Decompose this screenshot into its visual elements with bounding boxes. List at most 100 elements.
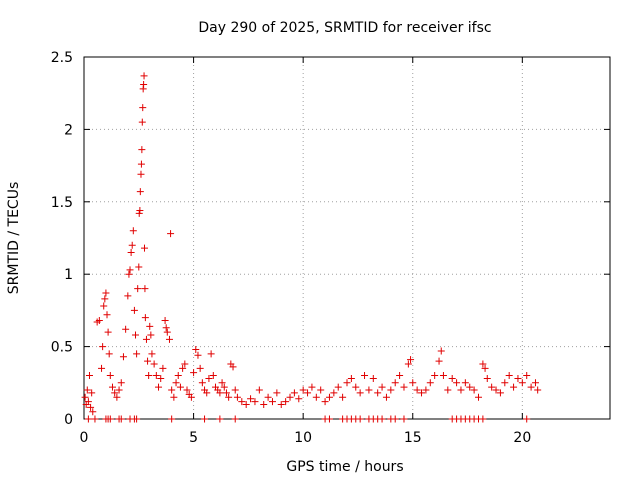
data-point: [369, 374, 377, 382]
data-point: [165, 335, 173, 343]
data-point: [141, 314, 149, 322]
data-point: [95, 317, 103, 325]
data-point: [321, 398, 329, 406]
data-point: [238, 398, 246, 406]
data-point: [132, 331, 140, 339]
data-point: [133, 350, 141, 358]
data-point: [81, 393, 89, 401]
data-point: [479, 415, 487, 423]
y-tick-label: 2.5: [51, 50, 73, 66]
data-point: [295, 395, 303, 403]
chart-title: Day 290 of 2025, SRMTID for receiver ifs…: [198, 20, 491, 36]
y-tick-label: 1: [64, 267, 73, 283]
data-point: [231, 386, 239, 394]
data-point: [317, 386, 325, 394]
data-point: [127, 248, 135, 256]
x-tick-label: 5: [189, 430, 198, 446]
data-point: [139, 104, 147, 112]
y-tick-label: 1.5: [51, 195, 73, 211]
data-point: [111, 389, 119, 397]
data-point: [125, 270, 133, 278]
data-point: [135, 209, 143, 217]
data-point: [140, 72, 148, 80]
data-point: [163, 328, 171, 336]
data-point: [325, 415, 333, 423]
data-point: [84, 398, 92, 406]
data-point: [89, 408, 97, 416]
data-point: [407, 356, 415, 364]
data-point: [229, 363, 237, 371]
data-point: [138, 118, 146, 126]
data-point: [168, 415, 176, 423]
data-point: [448, 374, 456, 382]
data-point: [378, 383, 386, 391]
data-point: [216, 389, 224, 397]
data-point: [356, 389, 364, 397]
data-point: [144, 357, 152, 365]
data-point: [222, 389, 230, 397]
data-point: [479, 360, 487, 368]
data-point: [141, 285, 149, 293]
data-point: [334, 383, 342, 391]
x-tick-label: 0: [80, 430, 89, 446]
data-point: [220, 383, 228, 391]
data-point: [172, 379, 180, 387]
data-point: [176, 383, 184, 391]
data-point: [286, 393, 294, 401]
data-point: [126, 266, 134, 274]
data-point: [91, 415, 99, 423]
data-point: [483, 374, 491, 382]
x-axis-label: GPS time / hours: [286, 459, 403, 475]
data-point: [104, 328, 112, 336]
data-point: [181, 360, 189, 368]
data-point: [505, 372, 513, 380]
data-point: [179, 364, 187, 372]
data-point: [510, 383, 518, 391]
data-point: [209, 372, 217, 380]
data-point: [98, 364, 106, 372]
data-point: [194, 351, 202, 359]
data-point: [514, 374, 522, 382]
data-point: [129, 227, 137, 235]
y-tick-label: 2: [64, 122, 73, 138]
data-point: [133, 415, 141, 423]
data-point: [435, 357, 443, 365]
data-point: [233, 393, 241, 401]
data-point: [330, 389, 338, 397]
data-point: [138, 146, 146, 154]
data-point: [518, 379, 526, 387]
data-point: [150, 360, 158, 368]
data-point: [277, 401, 285, 409]
data-point: [103, 311, 111, 319]
data-point: [382, 393, 390, 401]
data-point: [523, 415, 531, 423]
data-point: [304, 389, 312, 397]
y-axis-label: SRMTID / TECUs: [6, 182, 22, 295]
data-point: [356, 415, 364, 423]
data-point: [106, 415, 114, 423]
data-point: [205, 374, 213, 382]
data-point: [117, 415, 125, 423]
data-point: [113, 393, 121, 401]
data-point: [422, 386, 430, 394]
data-point: [470, 386, 478, 394]
data-point: [282, 398, 290, 406]
data-point: [260, 401, 268, 409]
data-point: [157, 374, 165, 382]
data-point: [242, 401, 250, 409]
data-point: [147, 331, 155, 339]
data-point: [146, 322, 154, 330]
data-point: [115, 386, 123, 394]
data-point: [268, 398, 276, 406]
data-point: [339, 393, 347, 401]
data-point: [273, 389, 281, 397]
data-point: [290, 389, 298, 397]
data-point: [347, 374, 355, 382]
data-point: [187, 393, 195, 401]
data-point: [145, 372, 153, 380]
data-point: [418, 389, 426, 397]
data-point: [457, 386, 465, 394]
data-point: [190, 369, 198, 377]
data-point: [437, 347, 445, 355]
